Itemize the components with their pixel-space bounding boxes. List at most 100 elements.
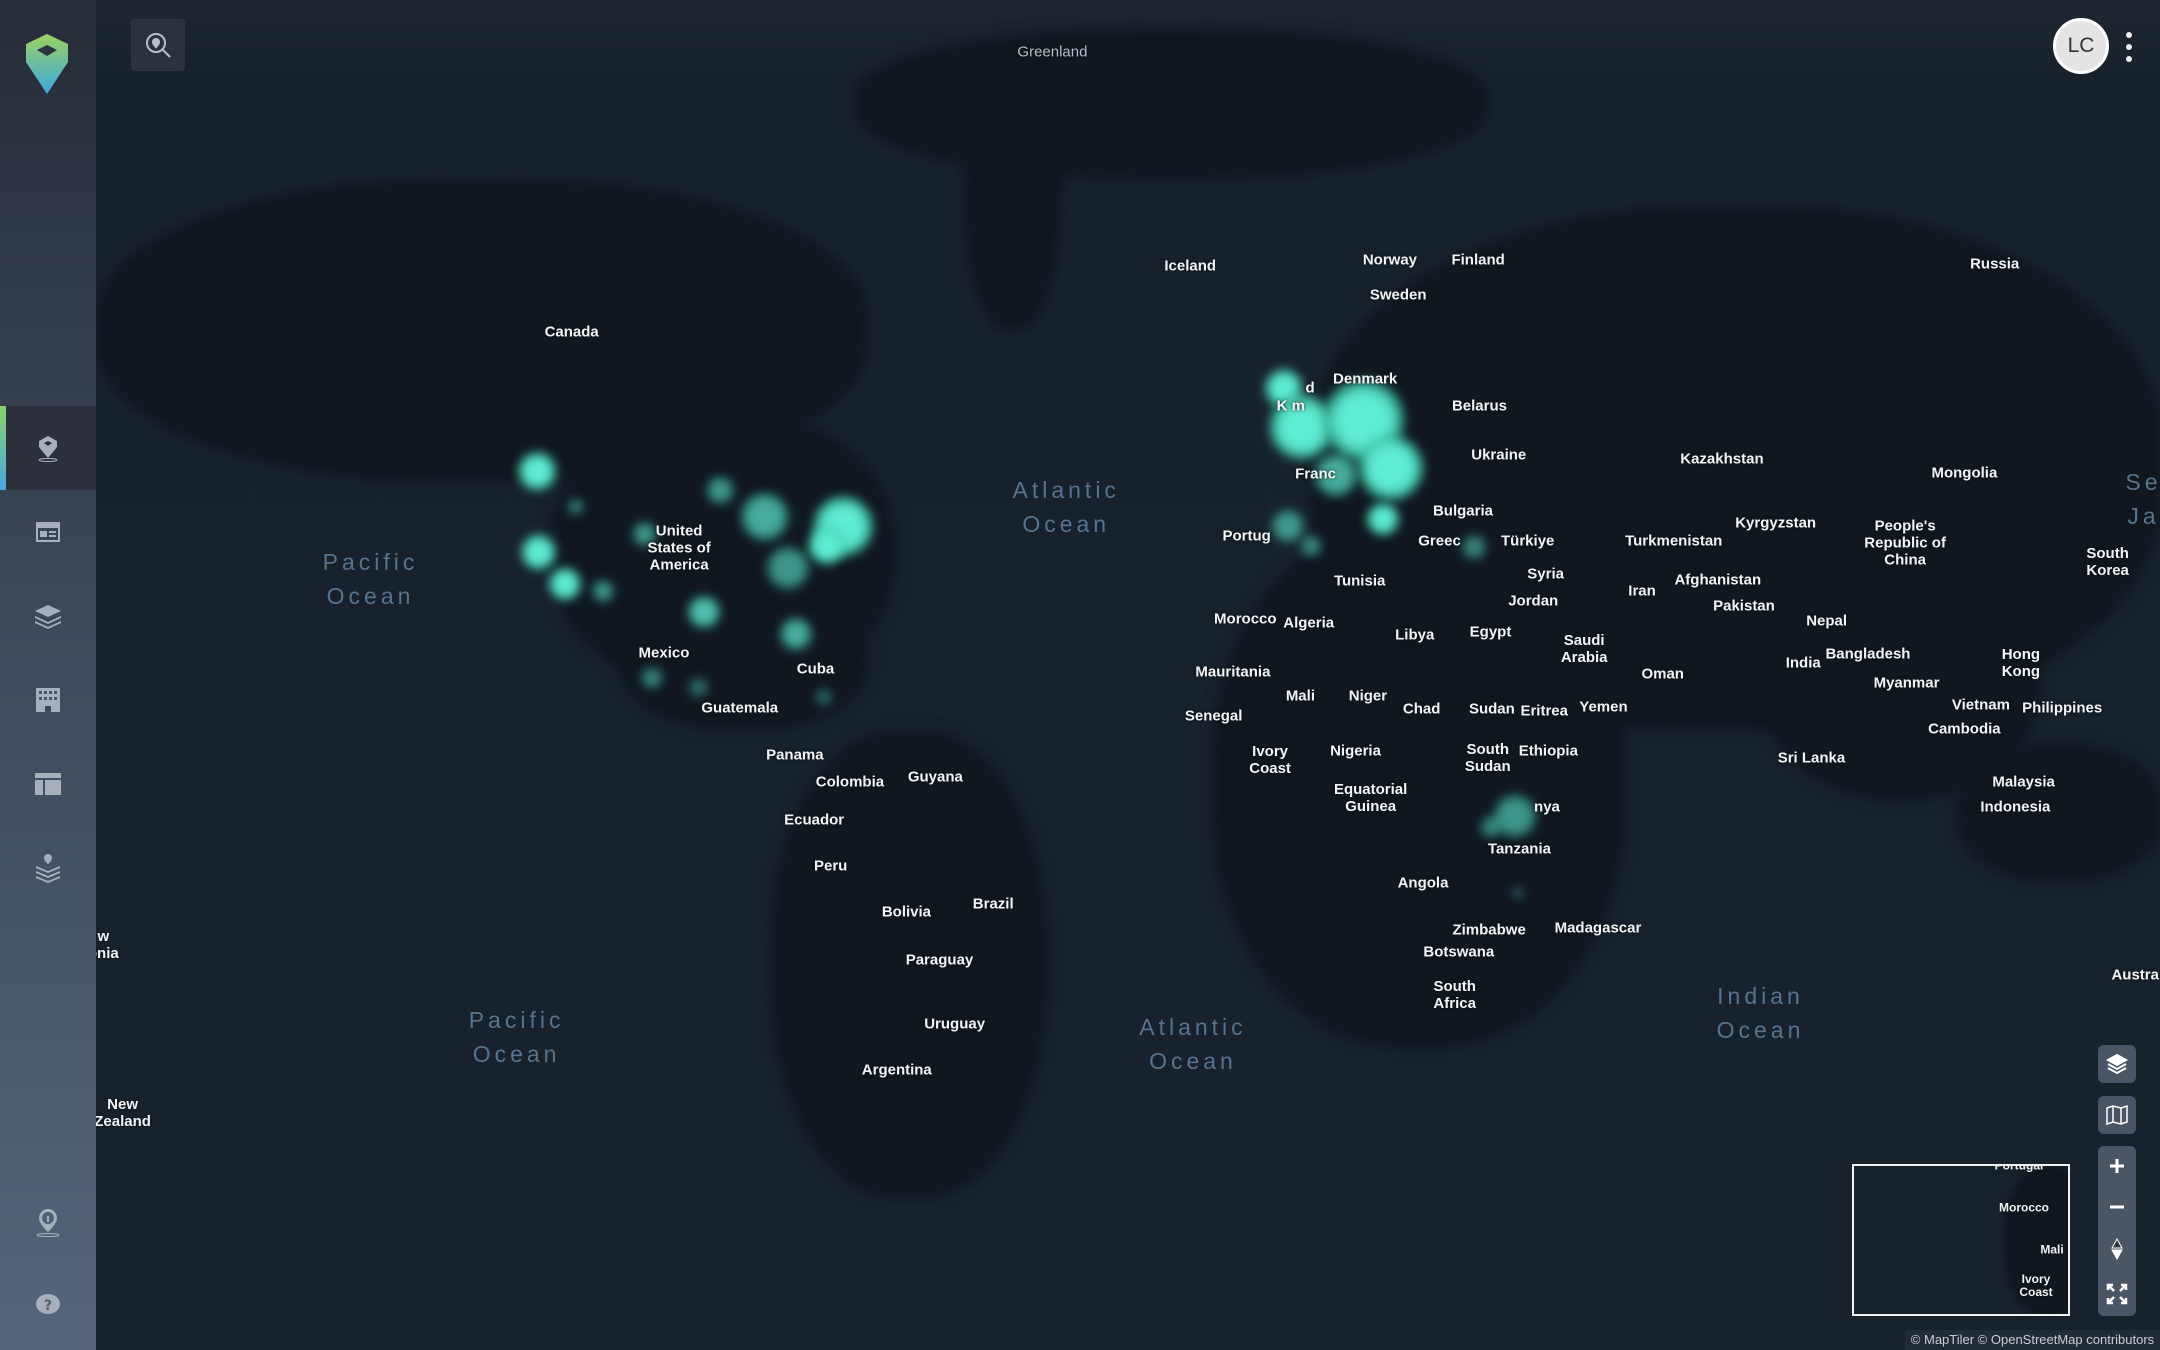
location-info-icon [36,1209,60,1237]
svg-text:?: ? [44,1298,52,1314]
country-label: Vietnam [1951,696,2010,714]
country-label: Bolivia [881,903,932,921]
country-label: Sri Lanka [1777,749,1846,767]
heatmap-point [567,498,585,516]
user-avatar[interactable]: LC [2053,18,2109,74]
sidebar-item-map-pin[interactable] [0,406,96,490]
sidebar-item-building[interactable] [0,658,96,742]
country-label: Tunisia [1333,572,1386,590]
country-label: Indonesia [1980,798,2051,816]
ocean-label: Pacific Ocean [322,548,419,609]
app-logo [26,34,68,94]
country-label: Syria [1527,565,1564,583]
map-search-button[interactable] [131,19,185,71]
country-label: Austra [2111,966,2159,984]
minimap-label: Portugal [1994,1164,2044,1173]
heatmap-point [1271,509,1305,543]
heatmap-point [520,534,557,571]
heatmap-point [739,491,790,542]
country-label: Uruguay [924,1015,986,1033]
minimap-label: Ivory Coast [2019,1272,2053,1299]
country-label: Libya [1395,626,1435,644]
country-label: d [1305,379,1315,397]
minimap-label: Morocco [1998,1200,2050,1215]
fullscreen-icon[interactable] [2105,1282,2129,1306]
country-label: Belarus [1451,397,1507,415]
location-search-icon [146,33,171,58]
country-label: Norway [1362,251,1418,269]
country-label: Türkiye [1501,532,1555,550]
sidebar-item-dashboard[interactable] [0,490,96,574]
land-mass [1956,743,2160,882]
country-label: Finland [1451,251,1505,269]
country-label: nya [1534,798,1560,816]
country-label: Iran [1628,582,1656,600]
country-label: Kyrgyzstan [1735,514,1817,532]
country-label: Jordan [1508,592,1559,610]
country-label: Greec [1418,532,1461,550]
sidebar-item-layout[interactable] [0,742,96,826]
sidebar-item-layers[interactable] [0,574,96,658]
country-label: New Zealand [94,1096,151,1131]
heatmap-point [517,451,557,491]
zoom-in-icon[interactable] [2107,1156,2127,1176]
heatmap-point [1461,534,1487,560]
country-label: Madagascar [1554,919,1642,937]
map-attribution[interactable]: © MapTiler © OpenStreetMap contributors [1905,1330,2160,1350]
overview-minimap[interactable]: Portugal Morocco Mali Ivory Coast [1852,1164,2070,1316]
stacked-layers-pin-icon [36,854,60,883]
country-label: Hong Kong [2001,645,2041,680]
more-menu-icon[interactable] [2123,32,2135,62]
heatmap-point [688,677,709,698]
country-label: Colombia [815,773,885,791]
country-label: Morocco [1214,610,1277,628]
sidebar-item-stacked-layers-pin[interactable] [0,826,96,910]
ocean-label: Atlantic Ocean [1139,1014,1247,1075]
country-label: Chad [1402,700,1441,718]
ocean-label: Se Ja [2125,468,2160,529]
heatmap-point [1314,453,1359,498]
country-label: Canada [544,323,599,341]
country-label: Turkmenistan [1625,532,1723,550]
country-label: Russia [1970,255,2020,273]
heatmap-point [640,666,663,689]
heatmap-point [1512,887,1524,899]
layers-button[interactable] [2098,1045,2136,1083]
compass-icon[interactable] [2107,1237,2127,1261]
country-label: Afghanistan [1674,571,1762,589]
sidebar-item-location-info[interactable] [0,1180,96,1264]
country-label: Peru [813,857,848,875]
country-label: Denmark [1333,370,1398,388]
country-label: India [1785,654,1821,672]
country-label: Franc [1295,465,1336,483]
country-label: Greenland [1017,43,1088,61]
land-mass [771,730,1047,1199]
dashboard-icon [36,522,60,542]
country-label: Guatemala [701,699,779,717]
country-label: Philippines [2022,699,2103,717]
country-label: Cuba [796,660,835,678]
basemap-button[interactable] [2098,1096,2136,1134]
country-label: Algeria [1283,614,1335,632]
country-label: United States of America [647,522,711,574]
heatmap-point [765,545,810,590]
country-label: People's Republic of China [1864,517,1946,569]
help-icon: ? [36,1294,60,1314]
heatmap-point [1479,815,1502,838]
sidebar-item-help[interactable]: ? [0,1264,96,1348]
layers-icon [2105,1053,2129,1075]
country-label: Equatorial Guinea [1333,780,1408,815]
country-label: Nepal [1806,612,1848,630]
country-label: Tanzania [1487,840,1551,858]
country-label: Mexico [638,644,690,662]
country-label: Ivory Coast [1249,743,1291,778]
country-label: Pakistan [1713,597,1775,615]
country-label: Egypt [1469,623,1512,641]
country-label: Malaysia [1992,773,2055,791]
country-label: Kazakhstan [1680,450,1764,468]
country-label: Paraguay [905,951,974,969]
zoom-out-icon[interactable] [2107,1197,2127,1217]
country-label: South Africa [1433,977,1476,1012]
map-icon [2106,1104,2128,1126]
